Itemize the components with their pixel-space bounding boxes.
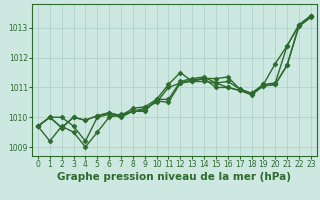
X-axis label: Graphe pression niveau de la mer (hPa): Graphe pression niveau de la mer (hPa) xyxy=(57,172,292,182)
